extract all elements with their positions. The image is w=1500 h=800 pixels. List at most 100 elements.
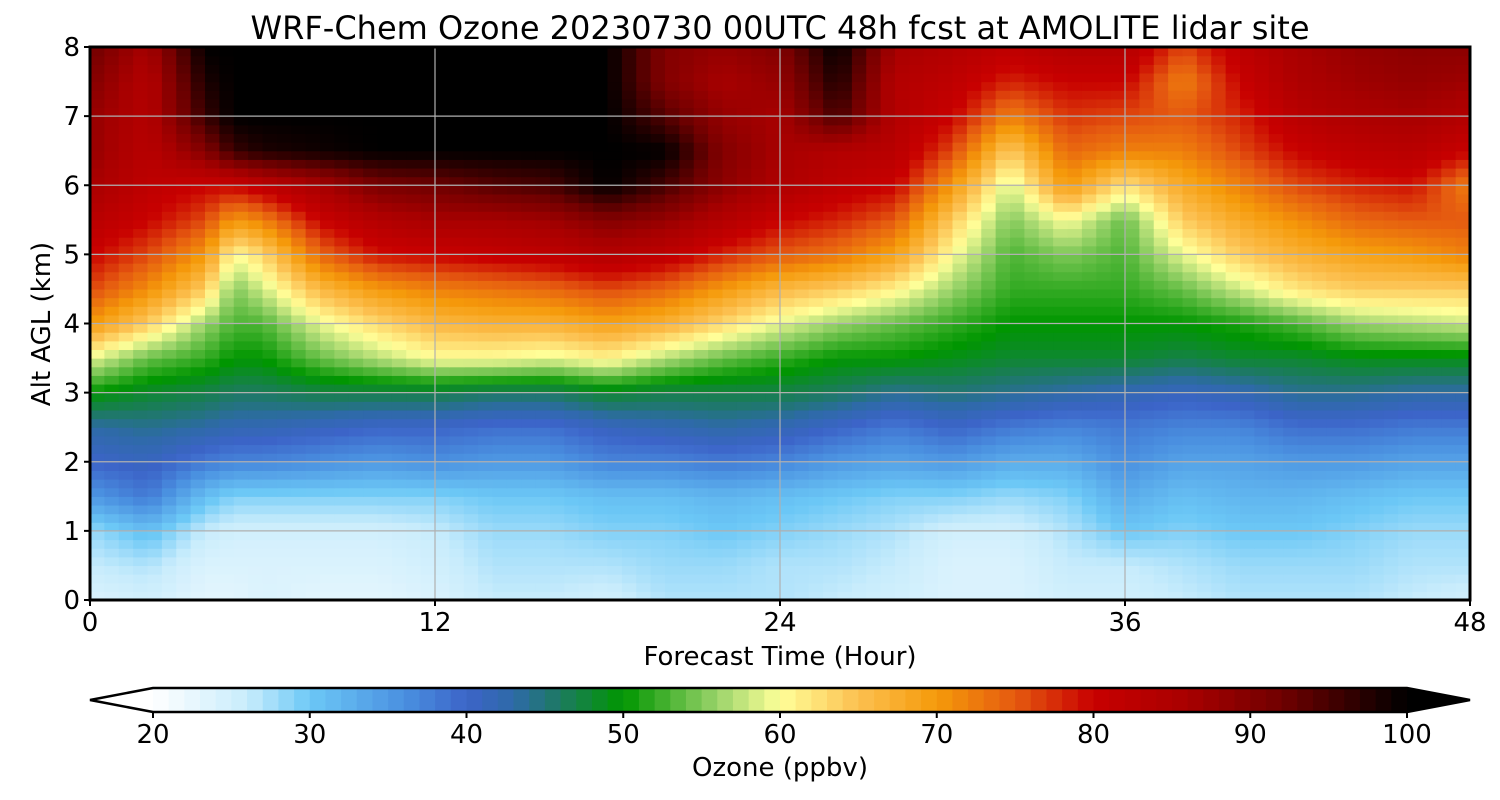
ozone-cell (1067, 470, 1083, 480)
ozone-cell (851, 314, 867, 325)
ozone-cell (1240, 539, 1255, 549)
ozone-cell (995, 263, 1011, 273)
ozone-cell (420, 487, 436, 497)
ozone-cell (1096, 211, 1112, 221)
ozone-cell (981, 383, 997, 394)
ozone-cell (291, 565, 307, 575)
ozone-cell (262, 409, 278, 420)
ozone-cell (521, 591, 537, 600)
ozone-cell (176, 349, 192, 359)
ozone-cell (492, 340, 508, 351)
ozone-cell (176, 202, 192, 212)
ozone-cell (1326, 591, 1342, 600)
ozone-cell (291, 349, 307, 359)
ozone-cell (406, 254, 422, 264)
ozone-cell (118, 504, 134, 515)
ozone-cell (262, 496, 278, 506)
ozone-cell (1024, 150, 1040, 160)
ozone-cell (147, 349, 163, 359)
ozone-cell (593, 453, 609, 463)
ozone-cell (722, 539, 738, 549)
ozone-cell (1369, 574, 1385, 584)
ozone-cell (1340, 504, 1356, 515)
ozone-cell (506, 349, 522, 359)
ozone-cell (521, 392, 537, 402)
ozone-cell (1182, 522, 1198, 532)
ozone-cell (1383, 306, 1399, 316)
ozone-cell (751, 323, 767, 333)
ozone-cell (1268, 288, 1284, 299)
ozone-cell (966, 245, 982, 255)
ozone-cell (219, 548, 235, 558)
ozone-cell (564, 556, 580, 567)
ozone-cell (938, 444, 954, 454)
ozone-cell (679, 159, 695, 169)
ozone-cell (435, 176, 450, 186)
ozone-cell (435, 496, 450, 506)
ozone-cell (636, 323, 652, 333)
ozone-cell (607, 263, 623, 273)
ozone-cell (104, 306, 120, 316)
ozone-cell (1455, 202, 1470, 212)
ozone-cell (1412, 453, 1428, 463)
ozone-cell (161, 392, 177, 402)
ozone-cell (621, 219, 637, 230)
ozone-cell (1412, 167, 1428, 178)
ozone-cell (147, 202, 163, 212)
ozone-cell (1153, 427, 1169, 437)
ozone-cell (794, 211, 810, 221)
ozone-cell (363, 539, 379, 549)
ozone-cell (1297, 470, 1313, 480)
ozone-cell (205, 314, 220, 325)
ozone-cell (1139, 565, 1155, 575)
ozone-cell (1110, 444, 1126, 454)
ozone-cell (1340, 340, 1356, 351)
ozone-cell (679, 167, 695, 178)
ozone-cell (248, 159, 264, 169)
ozone-cell (492, 522, 508, 532)
ozone-cell (938, 176, 954, 186)
ozone-cell (262, 427, 278, 437)
ozone-cell (780, 539, 795, 549)
ozone-cell (133, 383, 149, 394)
ozone-cell (291, 444, 307, 454)
ozone-cell (492, 470, 508, 480)
ozone-cell (276, 280, 292, 290)
ozone-cell (1139, 332, 1155, 342)
ozone-cell (463, 375, 479, 385)
ozone-cell (161, 358, 177, 368)
ozone-cell (320, 254, 335, 264)
ozone-cell (938, 297, 954, 307)
ozone-cell (1010, 453, 1025, 463)
ozone-cell (233, 176, 249, 186)
ozone-cell (823, 401, 839, 411)
ozone-cell (995, 254, 1011, 264)
ozone-cell (320, 228, 335, 238)
ozone-cell (1268, 401, 1284, 411)
ozone-cell (650, 159, 666, 169)
ozone-cell (521, 435, 537, 446)
ozone-cell (1211, 340, 1227, 351)
ozone-cell (348, 366, 364, 376)
ozone-cell (665, 487, 680, 497)
ozone-cell (463, 349, 479, 359)
ozone-cell (1311, 582, 1327, 592)
ozone-cell (650, 435, 666, 446)
ozone-cell (478, 237, 494, 247)
ozone-cell (650, 228, 666, 238)
ozone-cell (262, 565, 278, 575)
ozone-cell (550, 228, 565, 238)
ozone-cell (736, 176, 752, 186)
ozone-cell (880, 332, 896, 342)
ozone-cell (1355, 504, 1370, 515)
ozone-cell (995, 427, 1011, 437)
ozone-cell (1125, 150, 1140, 160)
ozone-cell (478, 211, 494, 221)
ozone-cell (363, 418, 379, 428)
ozone-cell (823, 556, 839, 567)
ozone-cell (406, 582, 422, 592)
ozone-cell (276, 349, 292, 359)
ozone-cell (736, 591, 752, 600)
ozone-cell (1268, 556, 1284, 567)
ozone-cell (765, 323, 781, 333)
